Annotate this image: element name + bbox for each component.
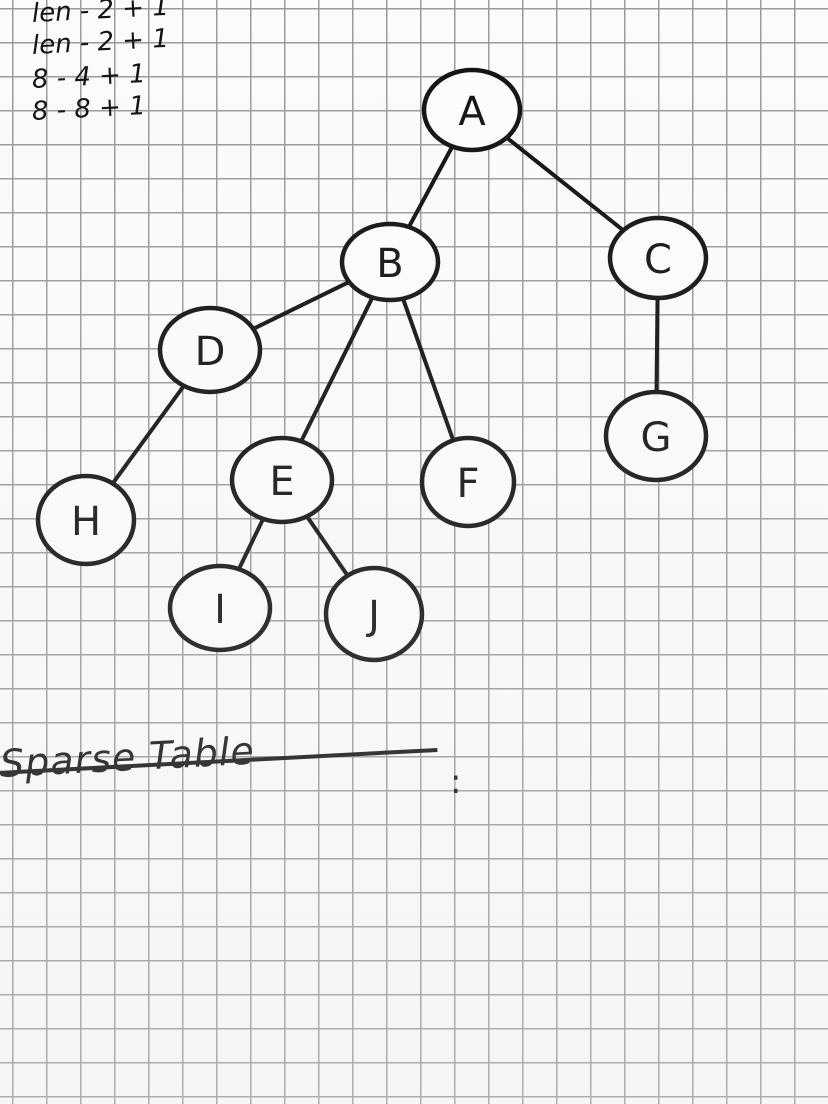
node-circle-e — [229, 435, 335, 525]
node-i: I — [167, 563, 273, 653]
node-b: B — [339, 221, 441, 303]
node-circle-j — [323, 565, 425, 663]
edge-a-c — [500, 132, 630, 236]
nodes-layer: A B C D E F G H I J — [35, 67, 709, 663]
node-h: H — [35, 473, 137, 567]
node-label-h: H — [71, 499, 101, 545]
node-circle-i — [167, 563, 273, 653]
node-j: J — [323, 565, 425, 663]
edge-d-h — [109, 381, 188, 488]
edge-b-f — [400, 295, 456, 444]
node-label-j: J — [365, 593, 380, 639]
node-circle-g — [603, 389, 709, 483]
edge-c-g — [654, 295, 660, 395]
node-circle-b — [339, 221, 441, 303]
node-circle-c — [607, 215, 709, 301]
node-circle-a — [421, 67, 523, 153]
node-label-i: I — [214, 587, 226, 633]
edge-e-i — [235, 515, 267, 573]
edge-e-j — [303, 511, 351, 579]
node-d: D — [157, 305, 263, 395]
node-label-a: A — [458, 89, 486, 135]
node-label-e: E — [269, 459, 294, 505]
heading-colon: : — [450, 762, 462, 802]
node-c: C — [607, 215, 709, 301]
node-circle-d — [157, 305, 263, 395]
node-label-d: D — [195, 329, 226, 375]
node-circle-h — [35, 473, 137, 567]
node-f: F — [419, 435, 517, 529]
edge-b-e — [298, 293, 376, 446]
node-label-b: B — [376, 241, 403, 287]
node-circle-f — [419, 435, 517, 529]
node-label-c: C — [644, 237, 672, 283]
node-e: E — [229, 435, 335, 525]
node-a: A — [421, 67, 523, 153]
node-label-g: G — [641, 415, 672, 461]
node-label-f: F — [456, 461, 479, 507]
node-g: G — [603, 389, 709, 483]
edges-layer — [109, 132, 660, 579]
edge-b-d — [244, 276, 359, 334]
edge-a-b — [405, 142, 456, 232]
